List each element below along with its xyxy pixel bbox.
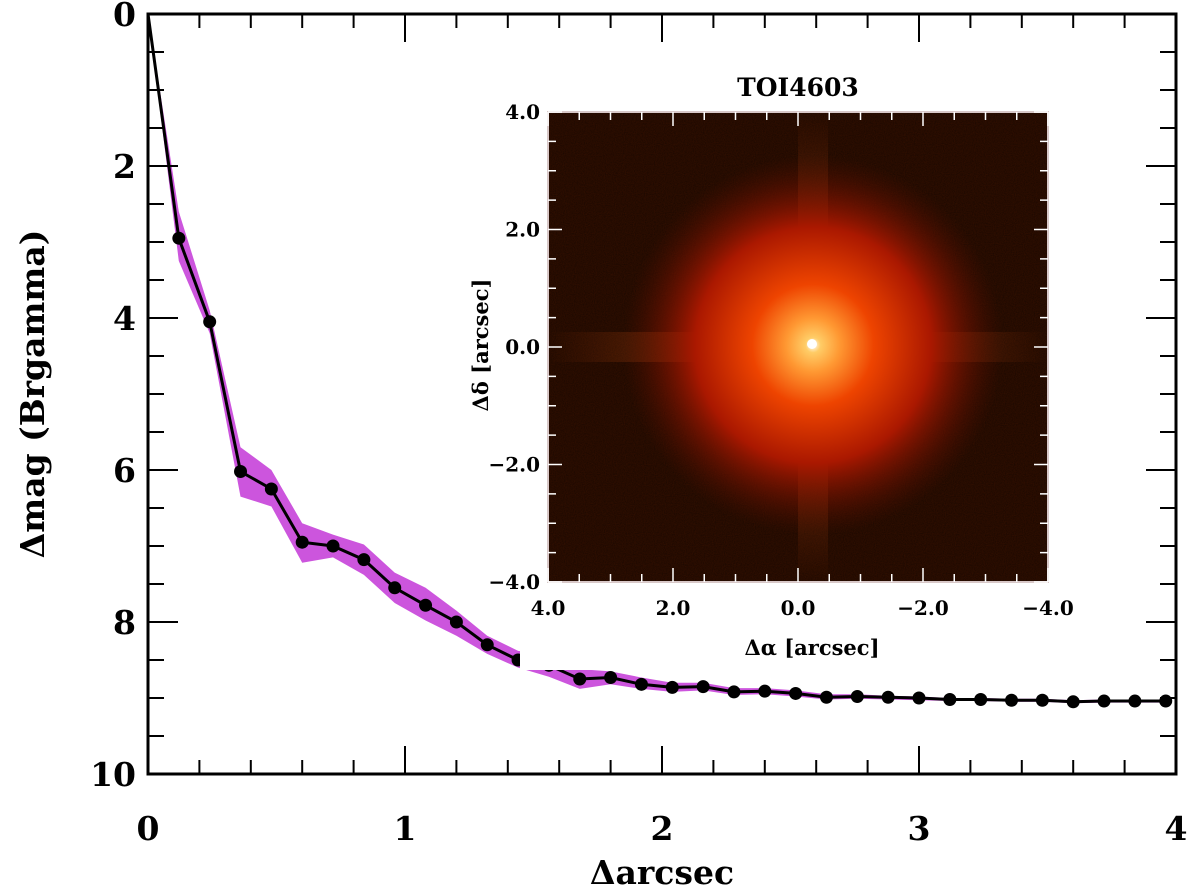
data-point bbox=[974, 693, 988, 707]
inset-y-tick-label: −4.0 bbox=[488, 570, 540, 594]
inset-title: TOI4603 bbox=[737, 73, 859, 102]
data-point bbox=[634, 677, 648, 691]
data-point bbox=[665, 680, 679, 694]
y-axis-ticks: 0 2 4 6 8 10 bbox=[90, 0, 1176, 794]
x-tick-label: 1 bbox=[394, 809, 417, 848]
data-point bbox=[295, 535, 309, 549]
data-point bbox=[1128, 694, 1142, 708]
y-axis-title: Δmag (Brgamma) bbox=[13, 230, 52, 559]
data-point bbox=[604, 670, 618, 684]
data-point bbox=[758, 684, 772, 698]
data-point bbox=[573, 672, 587, 686]
data-point bbox=[881, 690, 895, 704]
data-point bbox=[419, 598, 433, 612]
inset-x-tick-label: 4.0 bbox=[531, 596, 566, 620]
y-tick-label: 2 bbox=[113, 147, 136, 186]
y-tick-label: 0 bbox=[113, 0, 136, 34]
x-tick-label: 0 bbox=[137, 809, 160, 848]
inset-y-tick-label: 4.0 bbox=[505, 100, 540, 124]
data-point bbox=[480, 638, 494, 652]
data-point bbox=[388, 581, 402, 595]
x-tick-label: 2 bbox=[651, 809, 674, 848]
data-point bbox=[1066, 695, 1080, 709]
data-point bbox=[326, 539, 340, 553]
y-tick-label: 4 bbox=[113, 299, 136, 338]
data-point bbox=[850, 689, 864, 703]
data-point bbox=[1035, 693, 1049, 707]
x-tick-label: 4 bbox=[1165, 809, 1188, 848]
inset-y-tick-label: 2.0 bbox=[505, 218, 540, 242]
x-tick-label: 3 bbox=[908, 809, 931, 848]
data-point bbox=[912, 691, 926, 705]
inset-y-tick-label: −2.0 bbox=[488, 453, 540, 477]
y-tick-label: 6 bbox=[113, 451, 136, 490]
main-chart: 0 1 2 3 4 0 2 4 6 8 10 Δarcsec Δmag (Brgamma) bbox=[13, 0, 1187, 892]
star-core bbox=[807, 339, 817, 349]
inset-x-tick-labels: 4.0 2.0 0.0 −2.0 −4.0 bbox=[531, 596, 1074, 620]
data-point bbox=[1005, 693, 1019, 707]
data-point bbox=[357, 553, 371, 567]
inset-y-axis-title: Δδ [arcsec] bbox=[468, 279, 493, 412]
inset-image-panel: 4.0 2.0 0.0 −2.0 −4.0 4.0 2.0 0.0 −2.0 −4.0 TOI4… bbox=[468, 60, 1110, 670]
inset-x-tick-label: −4.0 bbox=[1022, 596, 1074, 620]
data-point bbox=[943, 693, 957, 707]
inset-x-tick-label: 2.0 bbox=[656, 596, 691, 620]
data-point bbox=[819, 690, 833, 704]
x-axis-ticks: 0 1 2 3 4 bbox=[137, 14, 1188, 848]
data-point bbox=[449, 615, 463, 629]
data-point bbox=[696, 680, 710, 694]
inset-x-axis-title: Δα [arcsec] bbox=[744, 635, 879, 660]
data-point bbox=[727, 685, 741, 699]
data-points bbox=[172, 231, 1173, 709]
inset-y-tick-labels: 4.0 2.0 0.0 −2.0 −4.0 bbox=[488, 100, 540, 594]
contrast-curve-line bbox=[146, 13, 1166, 704]
y-tick-label: 8 bbox=[113, 603, 136, 642]
inset-x-tick-label: 0.0 bbox=[781, 596, 816, 620]
data-point bbox=[172, 231, 186, 245]
data-point bbox=[789, 686, 803, 700]
inset-x-tick-label: −2.0 bbox=[897, 596, 949, 620]
data-point bbox=[234, 465, 248, 479]
data-point bbox=[264, 482, 278, 496]
data-point bbox=[1097, 694, 1111, 708]
data-point bbox=[203, 315, 217, 329]
y-tick-label: 10 bbox=[90, 755, 136, 794]
inset-axis-ticks bbox=[547, 111, 1049, 583]
x-axis-title: Δarcsec bbox=[590, 853, 734, 892]
data-point bbox=[1159, 694, 1173, 708]
inset-y-tick-label: 0.0 bbox=[505, 335, 540, 359]
